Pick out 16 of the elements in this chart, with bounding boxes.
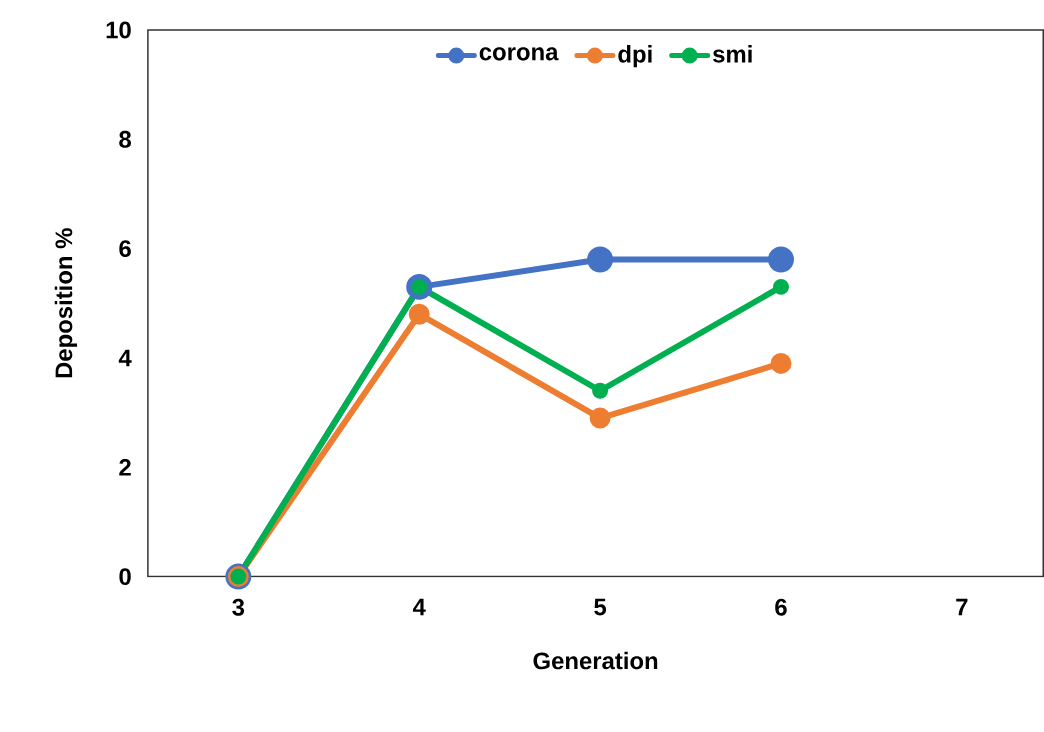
- x-axis-title: Generation: [533, 651, 658, 670]
- x-tick-label: 5: [594, 598, 607, 616]
- y-tick-label: 4: [118, 349, 132, 366]
- x-tick-label: 3: [232, 598, 245, 616]
- x-tick-label: 6: [775, 598, 787, 616]
- y-tick-label: 2: [119, 458, 131, 476]
- y-tick-label: 6: [119, 239, 131, 257]
- y-tick-label: 8: [119, 130, 132, 148]
- x-tick-label: 4: [412, 598, 426, 615]
- x-tick-label: 7: [956, 598, 968, 615]
- y-tick-label: 10: [106, 21, 131, 39]
- legend-label: dpi: [618, 44, 652, 68]
- y-tick-label: 0: [119, 567, 131, 585]
- legend-label: corona: [479, 47, 559, 61]
- legend-label: smi: [713, 44, 752, 63]
- y-axis-title: Deposition %: [54, 228, 78, 378]
